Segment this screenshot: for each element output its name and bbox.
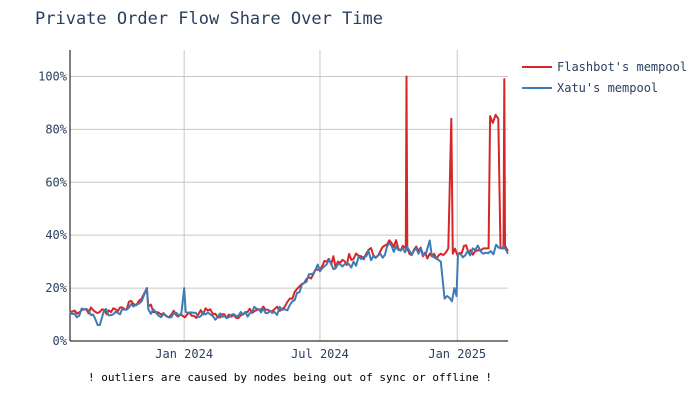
x-tick-label: Jan 2024: [155, 347, 213, 361]
y-tick-label: 20%: [45, 281, 67, 295]
legend-label-flashbot[interactable]: Flashbot's mempool: [557, 60, 687, 74]
x-tick-label: Jan 2025: [428, 347, 486, 361]
y-tick-label: 0%: [53, 334, 68, 348]
series-line-xatu: [69, 239, 509, 327]
y-tick-label: 40%: [45, 228, 67, 242]
y-tick-label: 60%: [45, 175, 67, 189]
y-tick-label: 100%: [38, 69, 68, 83]
legend[interactable]: Flashbot's mempool Xatu's mempool: [522, 60, 687, 95]
y-axis-ticks: 0% 20% 40% 60% 80% 100%: [38, 69, 68, 348]
grid: [70, 50, 508, 342]
y-tick-label: 80%: [45, 122, 67, 136]
plot-area: [69, 75, 509, 327]
chart-title: Private Order Flow Share Over Time: [35, 9, 383, 29]
axes: [69, 50, 508, 342]
x-tick-label: Jul 2024: [291, 347, 349, 361]
outlier-annotation: ! outliers are caused by nodes being out…: [88, 371, 492, 384]
legend-label-xatu[interactable]: Xatu's mempool: [557, 81, 658, 95]
x-axis-ticks: Jan 2024 Jul 2024 Jan 2025: [155, 347, 486, 361]
